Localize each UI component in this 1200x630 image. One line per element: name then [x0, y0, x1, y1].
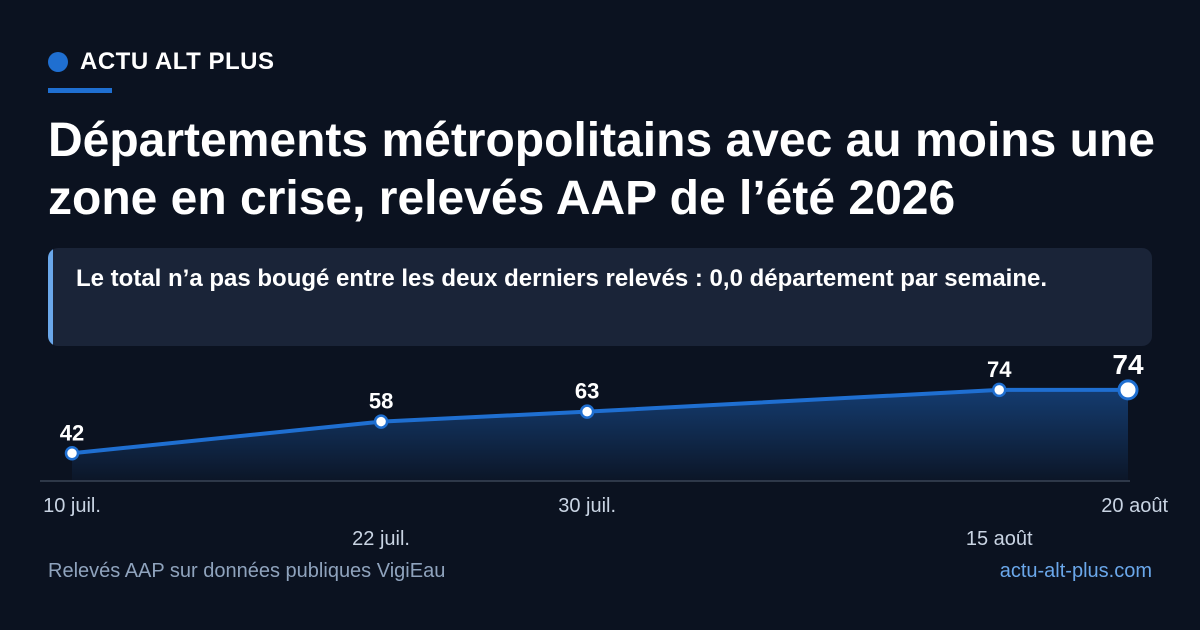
area-fill — [72, 389, 1128, 481]
x-tick-label: 20 août — [1101, 495, 1168, 517]
data-point — [64, 446, 80, 461]
brand-dot-icon — [48, 52, 68, 72]
callout-accent-bar — [48, 248, 53, 346]
x-tick-label: 22 juil. — [352, 528, 410, 550]
brand-name: ACTU ALT PLUS — [80, 48, 275, 75]
x-tick-label: 30 juil. — [558, 495, 616, 517]
data-point — [373, 414, 389, 429]
brand-underline — [48, 88, 112, 93]
site-url[interactable]: actu-alt-plus.com — [999, 560, 1152, 582]
data-label: 74 — [1112, 350, 1144, 380]
chart-title: Départements métropolitains avec au moin… — [48, 114, 1155, 225]
x-tick-label: 10 juil. — [43, 495, 101, 517]
source-note: Relevés AAP sur données publiques VigiEa… — [48, 560, 446, 582]
line-chart: 42 58 63 74 74 10 juil. 22 juil. 30 juil. 15 aoû… — [40, 350, 1168, 550]
callout-box: Le total n’a pas bougé entre les deux de… — [48, 248, 1152, 346]
data-label: 58 — [369, 389, 393, 414]
brand: ACTU ALT PLUS — [48, 48, 274, 76]
data-point — [579, 404, 595, 419]
data-label: 63 — [575, 379, 599, 404]
callout-text: Le total n’a pas bougé entre les deux de… — [76, 265, 1048, 292]
data-point-highlighted — [1117, 379, 1139, 401]
data-label: 42 — [60, 420, 84, 445]
data-label: 74 — [987, 357, 1012, 382]
x-tick-label: 15 août — [966, 528, 1033, 550]
data-point — [991, 382, 1007, 398]
